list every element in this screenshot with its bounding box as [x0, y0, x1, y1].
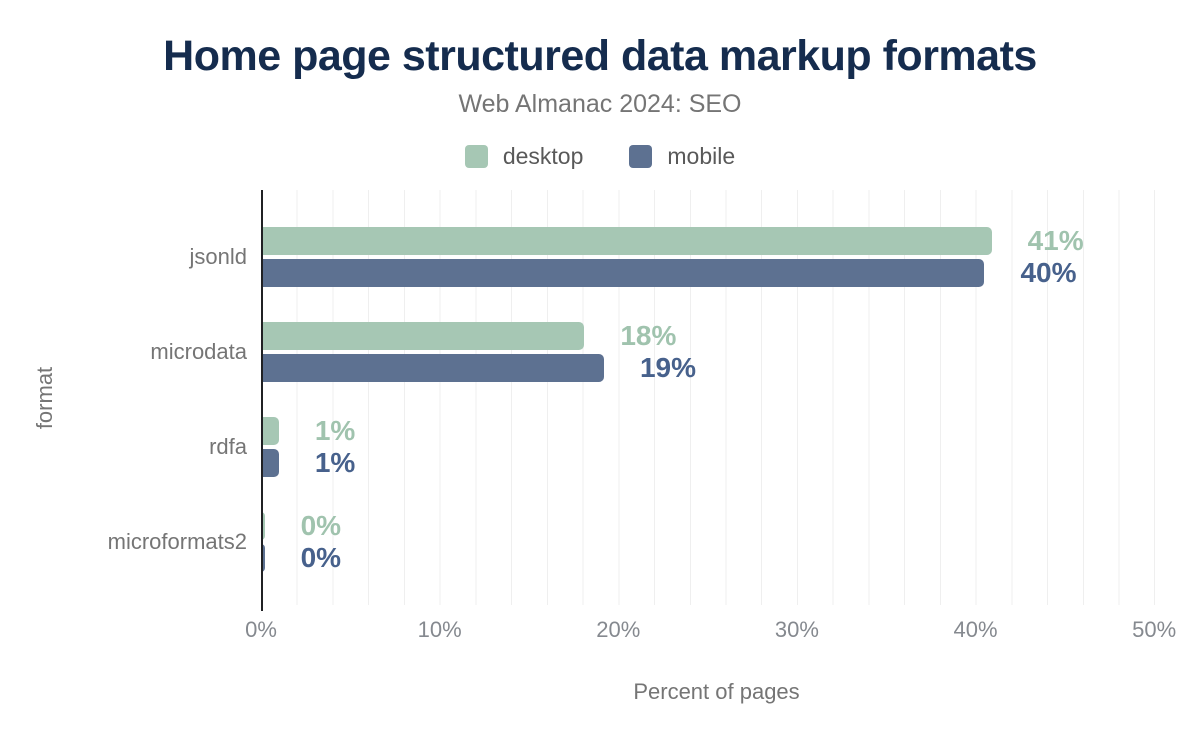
bar-group-microdata: microdata 18% 19%: [150, 320, 1172, 383]
legend-item-desktop: desktop: [464, 143, 584, 170]
legend-label-desktop: desktop: [502, 143, 584, 169]
y-axis-title-text: format: [32, 366, 58, 429]
bar-desktop-rdfa: [261, 417, 279, 445]
value-label-mobile-microdata: 19%: [639, 352, 696, 383]
value-label-desktop-rdfa: 1%: [314, 415, 356, 446]
plot-area: jsonld 41% 40% microdata 18% 19% rdfa 1% 1% micro…: [108, 190, 1172, 611]
bar-group-microformats2: microformats2 0% 0%: [108, 510, 1172, 573]
bar-rows: jsonld 41% 40% microdata 18% 19% rdfa 1% 1% micro…: [108, 190, 1172, 605]
legend: desktop mobile: [0, 143, 1200, 170]
category-label-jsonld: jsonld: [189, 244, 247, 269]
bar-group-rdfa: rdfa 1% 1%: [209, 415, 1172, 478]
category-label-microdata: microdata: [150, 339, 247, 364]
x-tick-40: 40%: [953, 617, 998, 642]
x-axis-ticks: 0% 10% 20% 30% 40% 50%: [245, 617, 1176, 647]
legend-item-mobile: mobile: [629, 143, 735, 170]
x-axis-title: Percent of pages: [633, 679, 800, 704]
bar-desktop-jsonld: [261, 227, 992, 255]
bar-desktop-microdata: [261, 322, 585, 350]
value-label-mobile-jsonld: 40%: [1020, 257, 1077, 288]
category-label-microformats2: microformats2: [107, 529, 247, 554]
value-label-desktop-microformats2: 0%: [300, 510, 342, 541]
desktop-swatch-icon: [464, 145, 488, 168]
chart-subtitle: Web Almanac 2024: SEO: [458, 90, 742, 118]
bar-mobile-jsonld: [261, 259, 985, 287]
category-label-rdfa: rdfa: [209, 434, 247, 459]
value-label-desktop-microdata: 18%: [620, 320, 677, 351]
chart-title: Home page structured data markup formats: [163, 32, 1037, 80]
bar-group-jsonld: jsonld 41% 40%: [190, 225, 1172, 288]
value-label-mobile-rdfa: 1%: [314, 447, 356, 478]
bar-mobile-microdata: [261, 354, 604, 382]
legend-label-mobile: mobile: [667, 143, 736, 169]
mobile-swatch-icon: [629, 145, 653, 168]
y-axis-line: [261, 190, 263, 611]
x-tick-30: 30%: [774, 617, 819, 642]
x-tick-0: 0%: [245, 617, 277, 642]
value-label-desktop-jsonld: 41%: [1027, 225, 1084, 256]
y-axis-title: format: [30, 190, 60, 605]
x-tick-20: 20%: [596, 617, 641, 642]
x-tick-50: 50%: [1132, 617, 1177, 642]
bar-mobile-rdfa: [261, 449, 279, 477]
value-label-mobile-microformats2: 0%: [300, 542, 342, 573]
x-tick-10: 10%: [417, 617, 462, 642]
